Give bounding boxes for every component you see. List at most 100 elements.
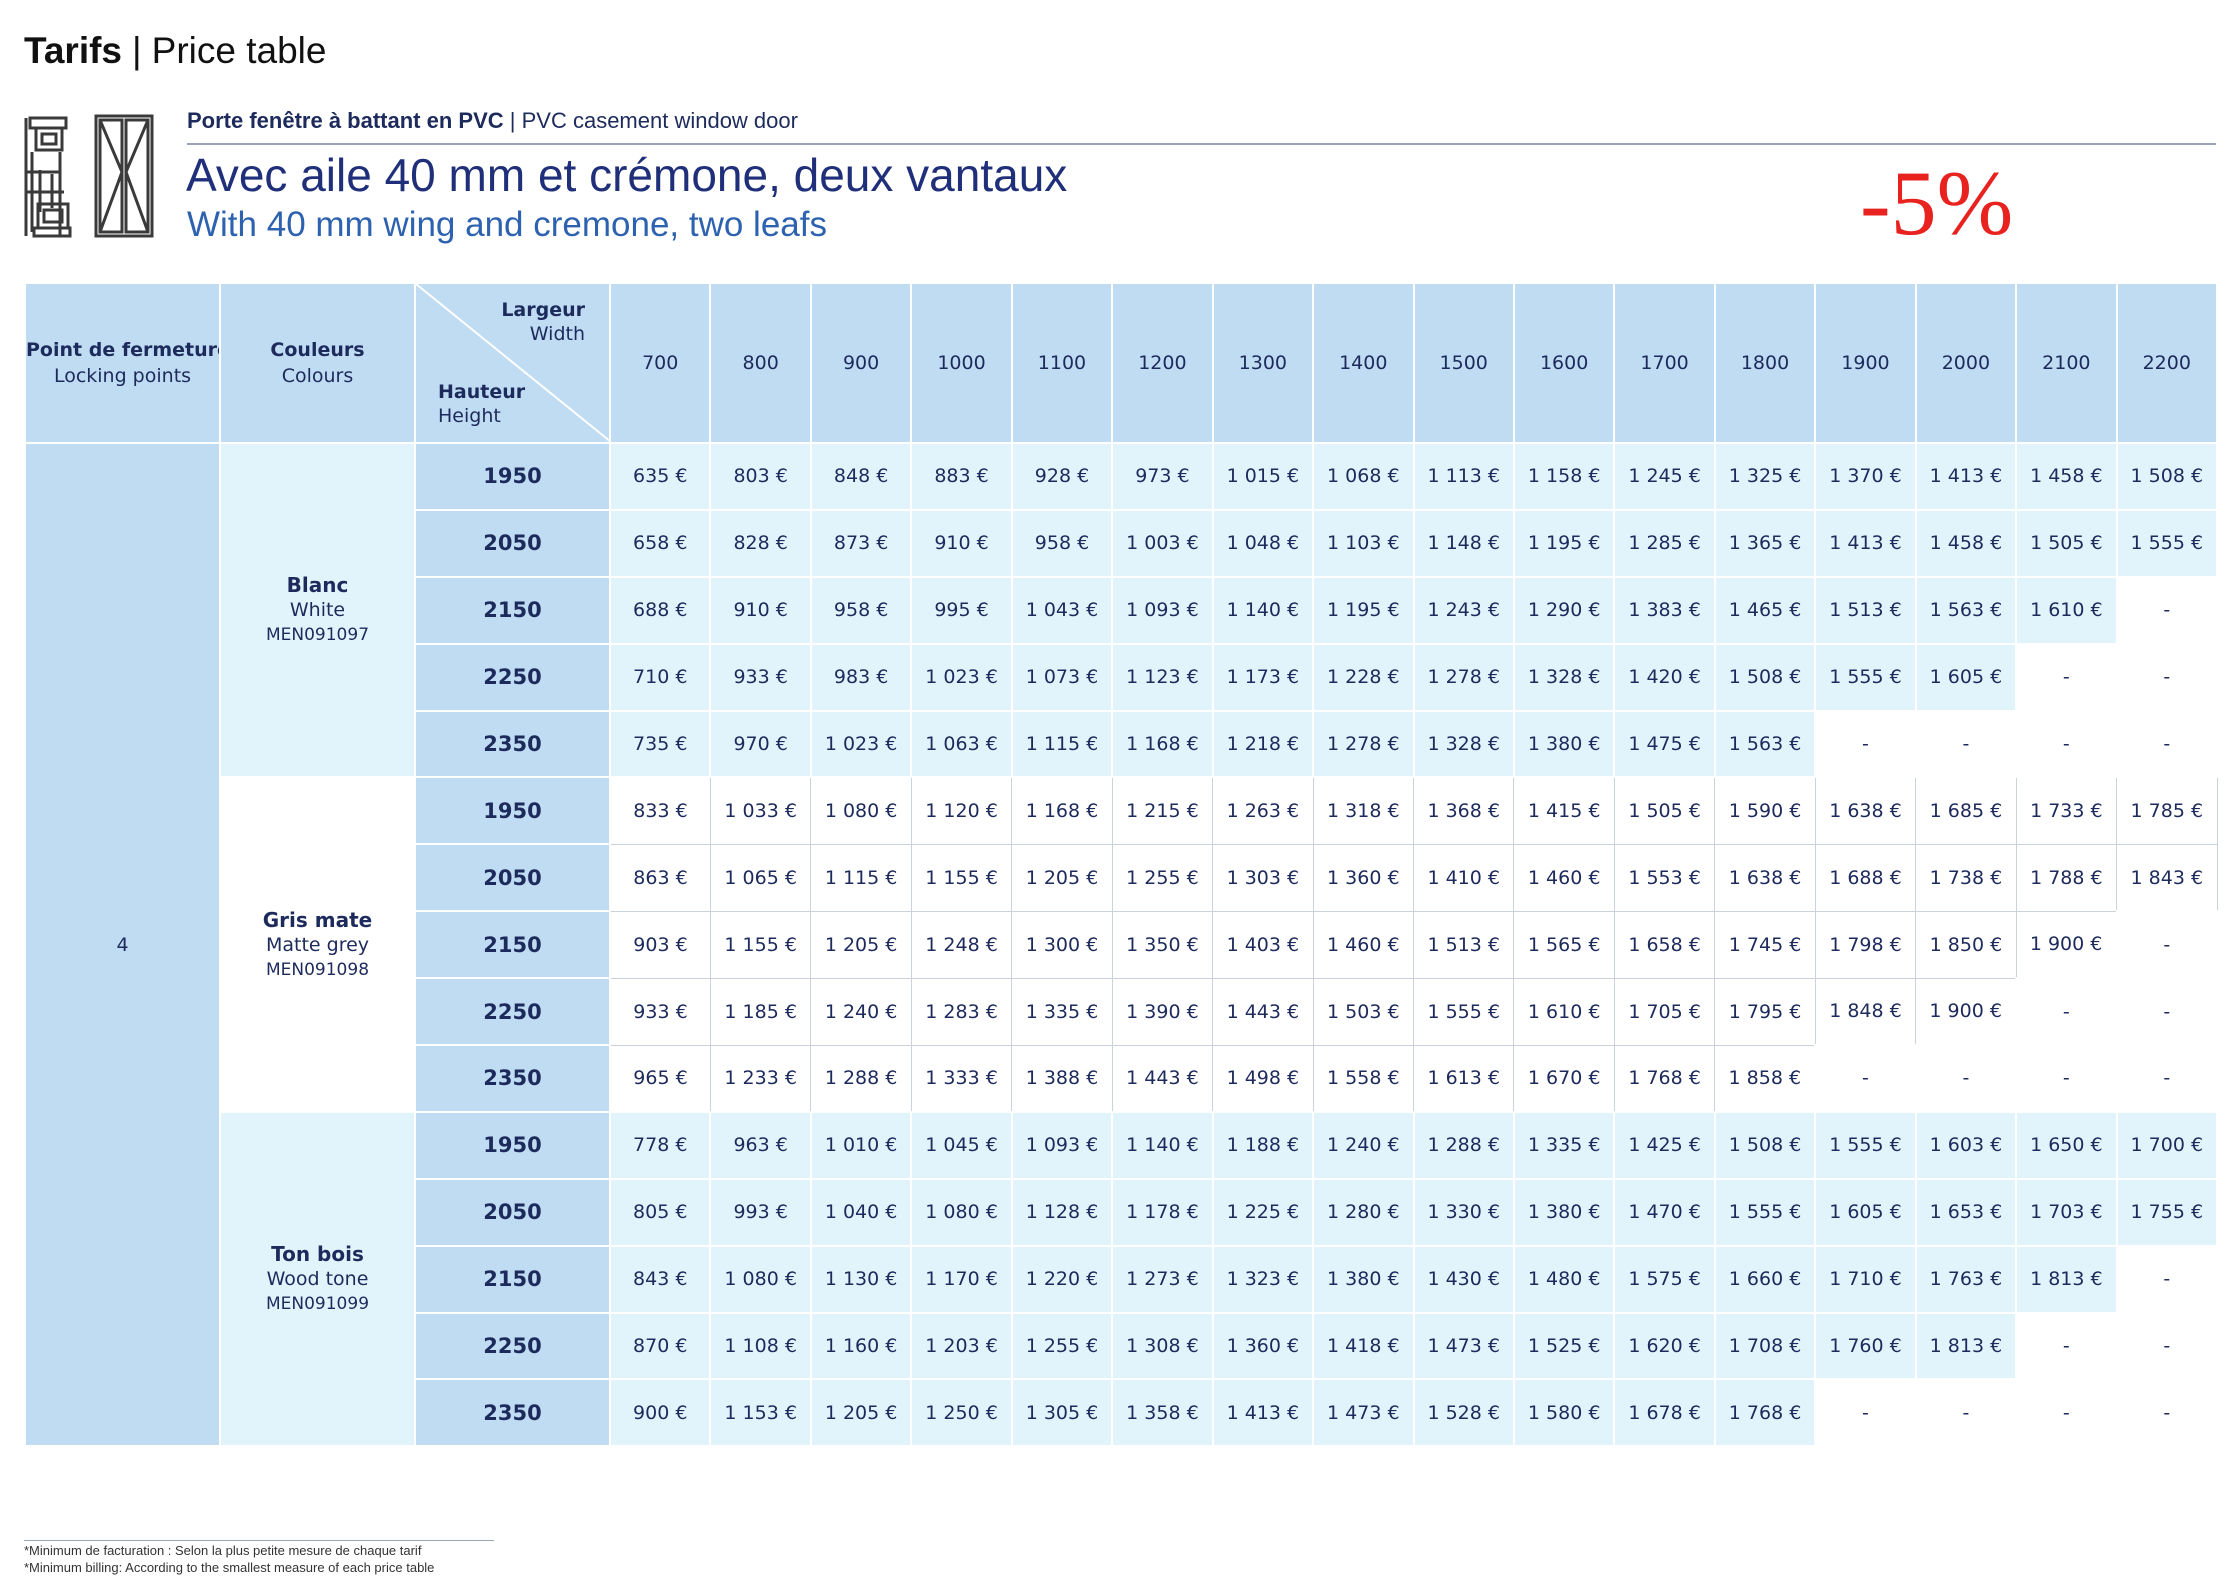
price-cell: 1 205 € <box>809 1378 913 1448</box>
price-cell: 1 460 € <box>1312 910 1415 979</box>
price-cell: 1 250 € <box>910 1378 1013 1448</box>
price-cell: 883 € <box>910 442 1013 511</box>
price-cell: 1 565 € <box>1513 910 1615 979</box>
price-cell: 1 700 € <box>2115 1110 2219 1180</box>
price-cell: 1 513 € <box>1412 910 1515 979</box>
footnote-en: *Minimum billing: According to the small… <box>24 1560 435 1575</box>
price-cell: - <box>1914 709 2018 779</box>
price-cell: 965 € <box>609 1044 711 1113</box>
price-cell: 848 € <box>809 442 913 511</box>
price-cell: 1 763 € <box>1914 1244 2018 1314</box>
price-cell: 873 € <box>809 508 913 578</box>
price-cell: 1 473 € <box>1312 1378 1415 1448</box>
price-cell: 1 273 € <box>1111 1244 1214 1314</box>
height-cell: 2150 <box>414 910 611 980</box>
product-label-separator: | <box>509 108 516 133</box>
price-cell: - <box>1914 1378 2018 1448</box>
price-cell: 1 080 € <box>910 1177 1013 1247</box>
table-row: 2150 843 €1 080 €1 130 €1 170 €1 220 €1 2… <box>25 1244 2219 1314</box>
price-cell: 1 525 € <box>1512 1311 1616 1381</box>
width-header-cell: 1600 <box>1512 282 1616 444</box>
colour-code: MEN091098 <box>265 959 370 980</box>
price-cell: 1 160 € <box>809 1311 913 1381</box>
price-cell: 1 403 € <box>1212 910 1314 979</box>
price-cell: 1 505 € <box>1613 776 1716 845</box>
price-cell: 1 703 € <box>2015 1177 2118 1247</box>
price-cell: 1 023 € <box>910 642 1013 712</box>
price-cell: 1 458 € <box>1914 508 2018 578</box>
price-cell: 1 733 € <box>2015 776 2118 845</box>
price-cell: 1 073 € <box>1010 642 1114 712</box>
price-cell: 1 610 € <box>1513 977 1615 1046</box>
price-cell: 1 195 € <box>1312 575 1415 645</box>
width-header-cell: 1700 <box>1613 282 1716 444</box>
price-cell: 1 638 € <box>1814 776 1917 845</box>
price-cell: 658 € <box>608 508 712 578</box>
price-cell: 933 € <box>609 977 711 1046</box>
price-cell: 1 205 € <box>810 910 912 979</box>
price-cell: 1 413 € <box>1914 442 2018 511</box>
price-cell: - <box>2115 1378 2219 1448</box>
price-cell: 1 243 € <box>1412 575 1515 645</box>
price-cell: 1 080 € <box>709 1244 812 1314</box>
price-cell: 1 843 € <box>2116 843 2218 912</box>
locking-header-fr: Point de fermeture <box>26 339 220 361</box>
price-cell: 1 325 € <box>1713 442 1817 511</box>
price-cell: - <box>2115 910 2219 980</box>
price-cell: 1 308 € <box>1111 1311 1214 1381</box>
price-cell: 1 278 € <box>1312 709 1415 779</box>
price-cell: 1 003 € <box>1111 508 1214 578</box>
locking-points-header: Point de fermeture Locking points <box>24 282 221 444</box>
price-cell: 1 410 € <box>1412 843 1515 912</box>
height-cell: 2150 <box>414 1244 611 1314</box>
price-cell: 1 360 € <box>1211 1311 1315 1381</box>
price-cell: 1 473 € <box>1412 1311 1515 1381</box>
table-row: Gris mate Matte grey MEN091098 1950 833 €1 0… <box>25 776 2218 1113</box>
price-cell: 1 415 € <box>1513 776 1615 845</box>
price-cell: 1 158 € <box>1512 442 1616 511</box>
price-cell: 1 620 € <box>1613 1311 1716 1381</box>
colours-header-en: Colours <box>281 365 354 387</box>
colour-code: MEN091097 <box>265 625 370 646</box>
price-cell: 1 330 € <box>1412 1177 1515 1247</box>
height-cell: 2050 <box>414 508 611 578</box>
price-cell: 1 610 € <box>2015 575 2118 645</box>
price-cell: 1 350 € <box>1111 910 1214 979</box>
price-cell: 1 103 € <box>1312 508 1415 578</box>
price-cell: 1 170 € <box>910 1244 1013 1314</box>
colour-name-en: Wood tone <box>266 1268 369 1291</box>
price-cell: - <box>1814 1378 1917 1448</box>
width-header-cell: 1100 <box>1010 282 1114 444</box>
price-cell: - <box>2015 1044 2118 1113</box>
price-cell: 1 795 € <box>1714 977 1816 1046</box>
price-cell: 1 470 € <box>1613 1177 1716 1247</box>
price-cell: 1 745 € <box>1714 910 1816 979</box>
price-cell: 1 503 € <box>1312 977 1415 1046</box>
price-cell: 1 255 € <box>1010 1311 1114 1381</box>
price-cell: 1 705 € <box>1613 977 1716 1046</box>
width-header-cell: 2000 <box>1914 282 2018 444</box>
price-cell: 1 528 € <box>1412 1378 1515 1448</box>
price-cell: 1 858 € <box>1714 1044 1816 1113</box>
width-header-cell: 2100 <box>2015 282 2118 444</box>
price-cell: 1 318 € <box>1312 776 1415 845</box>
price-cell: 1 240 € <box>1312 1110 1415 1180</box>
price-cell: 1 195 € <box>1512 508 1616 578</box>
price-cell: 1 115 € <box>1010 709 1114 779</box>
price-cell: 1 380 € <box>1512 1177 1616 1247</box>
table-row: 2250 710 €933 €983 €1 023 €1 073 €1 123 €… <box>25 642 2219 712</box>
price-cell: 1 255 € <box>1111 843 1214 912</box>
price-cell: 1 155 € <box>910 843 1013 912</box>
price-cell: 1 335 € <box>1011 977 1113 1046</box>
price-cell: 1 430 € <box>1412 1244 1515 1314</box>
price-cell: 1 555 € <box>1713 1177 1817 1247</box>
price-cell: 1 443 € <box>1111 1044 1214 1113</box>
price-cell: 1 218 € <box>1211 709 1315 779</box>
price-cell: - <box>1814 1044 1917 1113</box>
price-cell: 1 140 € <box>1111 1110 1214 1180</box>
price-cell: 1 788 € <box>2015 843 2118 912</box>
price-cell: - <box>1914 1044 2018 1113</box>
price-cell: 1 360 € <box>1312 843 1415 912</box>
price-cell: 1 685 € <box>1915 776 2017 845</box>
price-cell: 1 850 € <box>1915 910 2017 979</box>
